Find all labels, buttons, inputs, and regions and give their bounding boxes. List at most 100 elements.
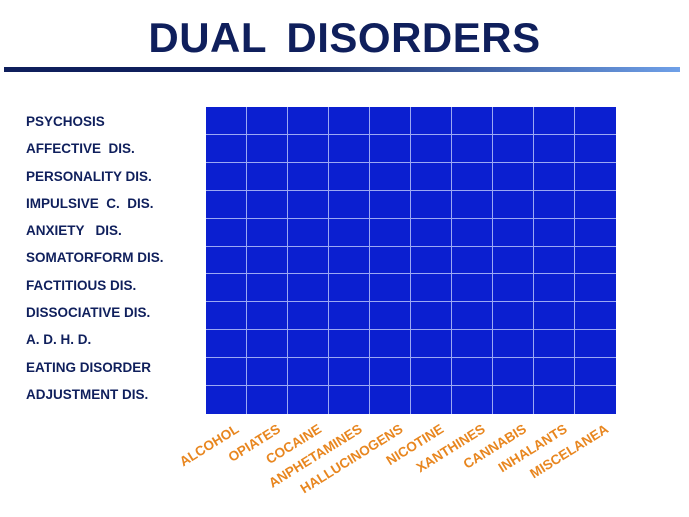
row-label: FACTITIOUS DIS. (26, 277, 137, 293)
matrix-cell (452, 386, 493, 414)
matrix-cell (288, 134, 329, 163)
matrix-cell (575, 107, 616, 135)
matrix-cell (493, 218, 534, 247)
matrix-cell (493, 274, 534, 303)
matrix-cell (575, 330, 616, 359)
matrix-cell (329, 330, 370, 359)
matrix-cell (575, 135, 616, 163)
matrix-cell (534, 358, 575, 387)
title-underline (4, 67, 680, 72)
matrix-cell (206, 246, 247, 275)
matrix-cell (452, 358, 493, 387)
matrix-cell (411, 190, 452, 219)
matrix-cell (452, 246, 493, 275)
matrix-cell (247, 190, 288, 219)
matrix-cell (493, 190, 534, 219)
matrix-cell (247, 162, 288, 191)
matrix-cell (370, 246, 411, 275)
matrix-cell (206, 162, 247, 191)
matrix-cell (329, 358, 370, 387)
matrix-cell (575, 274, 616, 303)
matrix-cell (534, 246, 575, 275)
matrix-cell (411, 107, 452, 135)
matrix-cell (329, 246, 370, 275)
matrix-cell (452, 162, 493, 191)
matrix-cell (247, 274, 288, 303)
row-label: PSYCHOSIS (26, 114, 105, 129)
matrix-cell (370, 302, 411, 331)
matrix-cell (370, 218, 411, 247)
matrix-cell (329, 190, 370, 219)
row-label: PERSONALITY DIS. (26, 168, 152, 184)
matrix-cell (206, 274, 247, 303)
row-label: AFFECTIVE DIS. (26, 141, 135, 157)
matrix-cell (329, 302, 370, 331)
matrix-cell (493, 134, 534, 163)
matrix-cell (452, 190, 493, 219)
matrix-cell (534, 218, 575, 247)
matrix-cell (534, 302, 575, 331)
matrix-cell (534, 386, 575, 414)
matrix-cell (329, 274, 370, 303)
matrix-cell (452, 134, 493, 163)
matrix-cell (288, 190, 329, 219)
matrix-cell (493, 107, 534, 135)
matrix-cell (370, 107, 411, 135)
matrix-cell (288, 358, 329, 387)
matrix-cell (575, 302, 616, 331)
matrix-cell (329, 107, 370, 135)
row-label: A. D. H. D. (26, 332, 92, 348)
matrix-cell (370, 330, 411, 359)
matrix-cell (411, 302, 452, 331)
matrix-cell (247, 218, 288, 247)
matrix-cell (247, 246, 288, 275)
row-label: ADJUSTMENT DIS. (26, 386, 149, 402)
matrix-cell (206, 190, 247, 219)
matrix-cell (370, 358, 411, 387)
row-label: ANXIETY DIS. (26, 223, 122, 239)
matrix-cell (370, 386, 411, 414)
matrix-cell (452, 274, 493, 303)
matrix-cell (329, 134, 370, 163)
matrix-cell (288, 386, 329, 414)
matrix-cell (329, 218, 370, 247)
matrix-cell (452, 218, 493, 247)
matrix-cell (247, 386, 288, 414)
matrix-cell (370, 190, 411, 219)
matrix-cell (206, 134, 247, 163)
row-label: EATING DISORDER (26, 359, 152, 375)
matrix-cell (370, 134, 411, 163)
disorder-substance-matrix (206, 107, 616, 414)
matrix-cell (534, 190, 575, 219)
row-label: IMPULSIVE C. DIS. (26, 195, 154, 211)
matrix-cell (493, 302, 534, 331)
matrix-cell (534, 274, 575, 303)
matrix-cell (575, 386, 616, 414)
matrix-cell (411, 162, 452, 191)
matrix-cell (534, 330, 575, 359)
matrix-cell (288, 330, 329, 359)
matrix-cell (206, 386, 247, 414)
matrix-cell (206, 330, 247, 359)
matrix-cell (288, 302, 329, 331)
matrix-cell (534, 162, 575, 191)
matrix-cell (493, 246, 534, 275)
matrix-cell (206, 302, 247, 331)
matrix-cell (411, 386, 452, 414)
slide-title: DUAL DISORDERS (148, 14, 541, 61)
matrix-cell (411, 134, 452, 163)
matrix-cell (493, 330, 534, 359)
matrix-cell (575, 358, 616, 387)
row-labels: PSYCHOSIS AFFECTIVE DIS. PERSONALITY DIS. I… (26, 108, 206, 408)
matrix-cell (288, 107, 329, 135)
matrix-cell (411, 246, 452, 275)
matrix-cell (452, 107, 493, 135)
matrix-cell (288, 274, 329, 303)
matrix-cell (452, 330, 493, 359)
matrix-cell (575, 247, 616, 275)
matrix-cell (329, 386, 370, 414)
matrix-cell (534, 134, 575, 163)
matrix-cell (575, 191, 616, 219)
matrix-cell (411, 274, 452, 303)
matrix-cell (288, 246, 329, 275)
